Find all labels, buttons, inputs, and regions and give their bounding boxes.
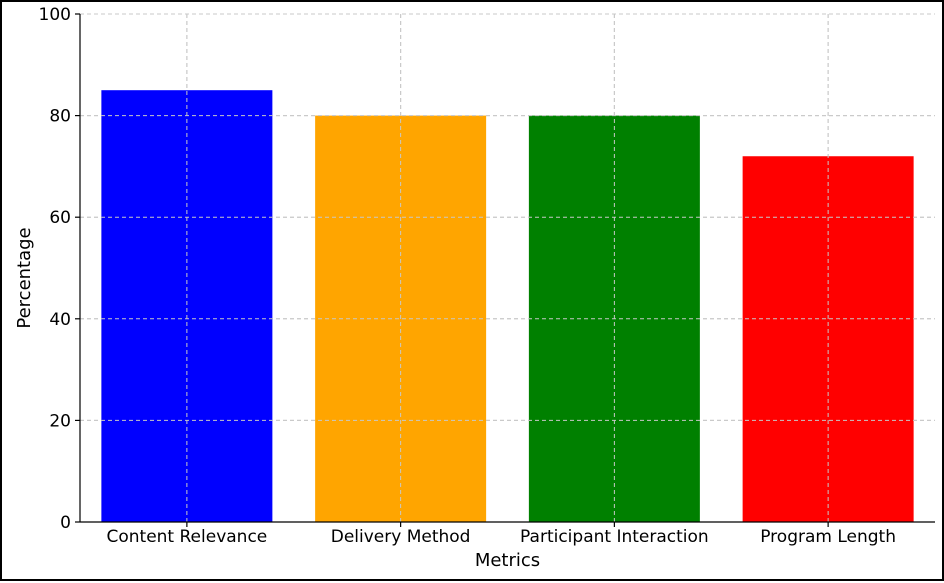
axes-group	[79, 14, 935, 523]
y-tick-label: 60	[49, 208, 71, 228]
y-tick-label: 80	[49, 107, 71, 127]
x-tick-label: Participant Interaction	[520, 527, 709, 547]
y-tick-label: 100	[39, 5, 71, 25]
y-tick-label: 40	[49, 310, 71, 330]
y-ticks-group: 0 20 40 60 80 100	[39, 5, 80, 533]
y-tick-label: 0	[60, 513, 71, 533]
grid-overlay	[80, 13, 935, 522]
y-axis-label: Percentage	[14, 227, 35, 328]
x-axis-label: Metrics	[475, 550, 540, 571]
x-tick-label: Program Length	[760, 527, 896, 547]
bars-group	[80, 13, 935, 523]
x-ticks-group: Content Relevance Delivery Method Particip…	[106, 522, 896, 547]
x-tick-label: Content Relevance	[106, 527, 267, 547]
y-tick-label: 20	[49, 411, 71, 431]
x-tick-label: Delivery Method	[331, 527, 471, 547]
